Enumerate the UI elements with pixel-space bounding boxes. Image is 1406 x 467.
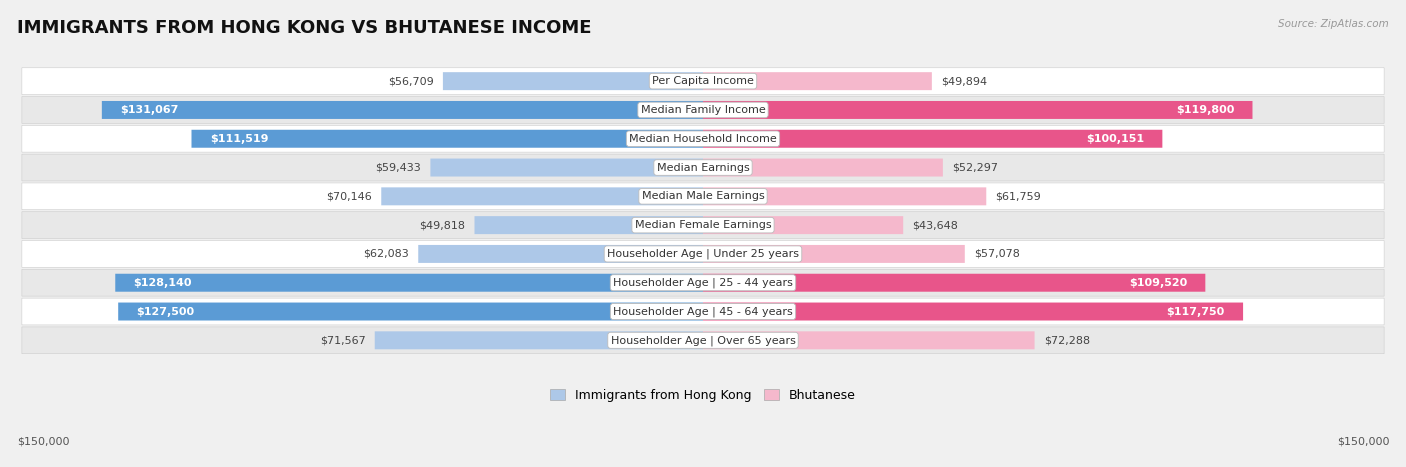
Text: Median Female Earnings: Median Female Earnings <box>634 220 772 230</box>
Text: IMMIGRANTS FROM HONG KONG VS BHUTANESE INCOME: IMMIGRANTS FROM HONG KONG VS BHUTANESE I… <box>17 19 592 37</box>
FancyBboxPatch shape <box>118 303 703 320</box>
Text: $72,288: $72,288 <box>1043 335 1090 345</box>
FancyBboxPatch shape <box>115 274 703 292</box>
Text: $127,500: $127,500 <box>136 306 194 317</box>
FancyBboxPatch shape <box>703 274 1205 292</box>
Text: Householder Age | Over 65 years: Householder Age | Over 65 years <box>610 335 796 346</box>
Text: Householder Age | Under 25 years: Householder Age | Under 25 years <box>607 249 799 259</box>
FancyBboxPatch shape <box>22 327 1384 354</box>
FancyBboxPatch shape <box>703 159 943 177</box>
Text: $117,750: $117,750 <box>1167 306 1225 317</box>
Text: $70,146: $70,146 <box>326 191 373 201</box>
FancyBboxPatch shape <box>22 183 1384 210</box>
FancyBboxPatch shape <box>22 154 1384 181</box>
Text: Median Earnings: Median Earnings <box>657 163 749 172</box>
Text: $56,709: $56,709 <box>388 76 433 86</box>
Text: $131,067: $131,067 <box>120 105 179 115</box>
FancyBboxPatch shape <box>375 331 703 349</box>
Text: Median Family Income: Median Family Income <box>641 105 765 115</box>
Text: $128,140: $128,140 <box>134 278 193 288</box>
FancyBboxPatch shape <box>443 72 703 90</box>
FancyBboxPatch shape <box>22 212 1384 239</box>
FancyBboxPatch shape <box>430 159 703 177</box>
Text: $150,000: $150,000 <box>17 437 69 446</box>
FancyBboxPatch shape <box>703 72 932 90</box>
Text: Source: ZipAtlas.com: Source: ZipAtlas.com <box>1278 19 1389 28</box>
Text: Householder Age | 25 - 44 years: Householder Age | 25 - 44 years <box>613 277 793 288</box>
Text: $62,083: $62,083 <box>363 249 409 259</box>
Text: $71,567: $71,567 <box>319 335 366 345</box>
Text: Median Household Income: Median Household Income <box>628 134 778 144</box>
Text: $49,894: $49,894 <box>941 76 987 86</box>
FancyBboxPatch shape <box>703 216 903 234</box>
FancyBboxPatch shape <box>22 298 1384 325</box>
Text: $49,818: $49,818 <box>419 220 465 230</box>
FancyBboxPatch shape <box>22 241 1384 267</box>
FancyBboxPatch shape <box>703 245 965 263</box>
FancyBboxPatch shape <box>101 101 703 119</box>
FancyBboxPatch shape <box>191 130 703 148</box>
FancyBboxPatch shape <box>22 97 1384 123</box>
Text: $52,297: $52,297 <box>952 163 998 172</box>
Legend: Immigrants from Hong Kong, Bhutanese: Immigrants from Hong Kong, Bhutanese <box>546 384 860 407</box>
FancyBboxPatch shape <box>703 101 1253 119</box>
FancyBboxPatch shape <box>703 130 1163 148</box>
FancyBboxPatch shape <box>703 331 1035 349</box>
FancyBboxPatch shape <box>418 245 703 263</box>
Text: Householder Age | 45 - 64 years: Householder Age | 45 - 64 years <box>613 306 793 317</box>
FancyBboxPatch shape <box>703 303 1243 320</box>
Text: $57,078: $57,078 <box>974 249 1019 259</box>
Text: $43,648: $43,648 <box>912 220 959 230</box>
Text: Median Male Earnings: Median Male Earnings <box>641 191 765 201</box>
Text: $100,151: $100,151 <box>1085 134 1144 144</box>
FancyBboxPatch shape <box>381 187 703 205</box>
Text: $111,519: $111,519 <box>209 134 269 144</box>
Text: $59,433: $59,433 <box>375 163 422 172</box>
Text: Per Capita Income: Per Capita Income <box>652 76 754 86</box>
Text: $109,520: $109,520 <box>1129 278 1187 288</box>
FancyBboxPatch shape <box>22 269 1384 296</box>
Text: $150,000: $150,000 <box>1337 437 1389 446</box>
FancyBboxPatch shape <box>22 68 1384 94</box>
FancyBboxPatch shape <box>474 216 703 234</box>
FancyBboxPatch shape <box>703 187 986 205</box>
Text: $61,759: $61,759 <box>995 191 1042 201</box>
FancyBboxPatch shape <box>22 125 1384 152</box>
Text: $119,800: $119,800 <box>1175 105 1234 115</box>
